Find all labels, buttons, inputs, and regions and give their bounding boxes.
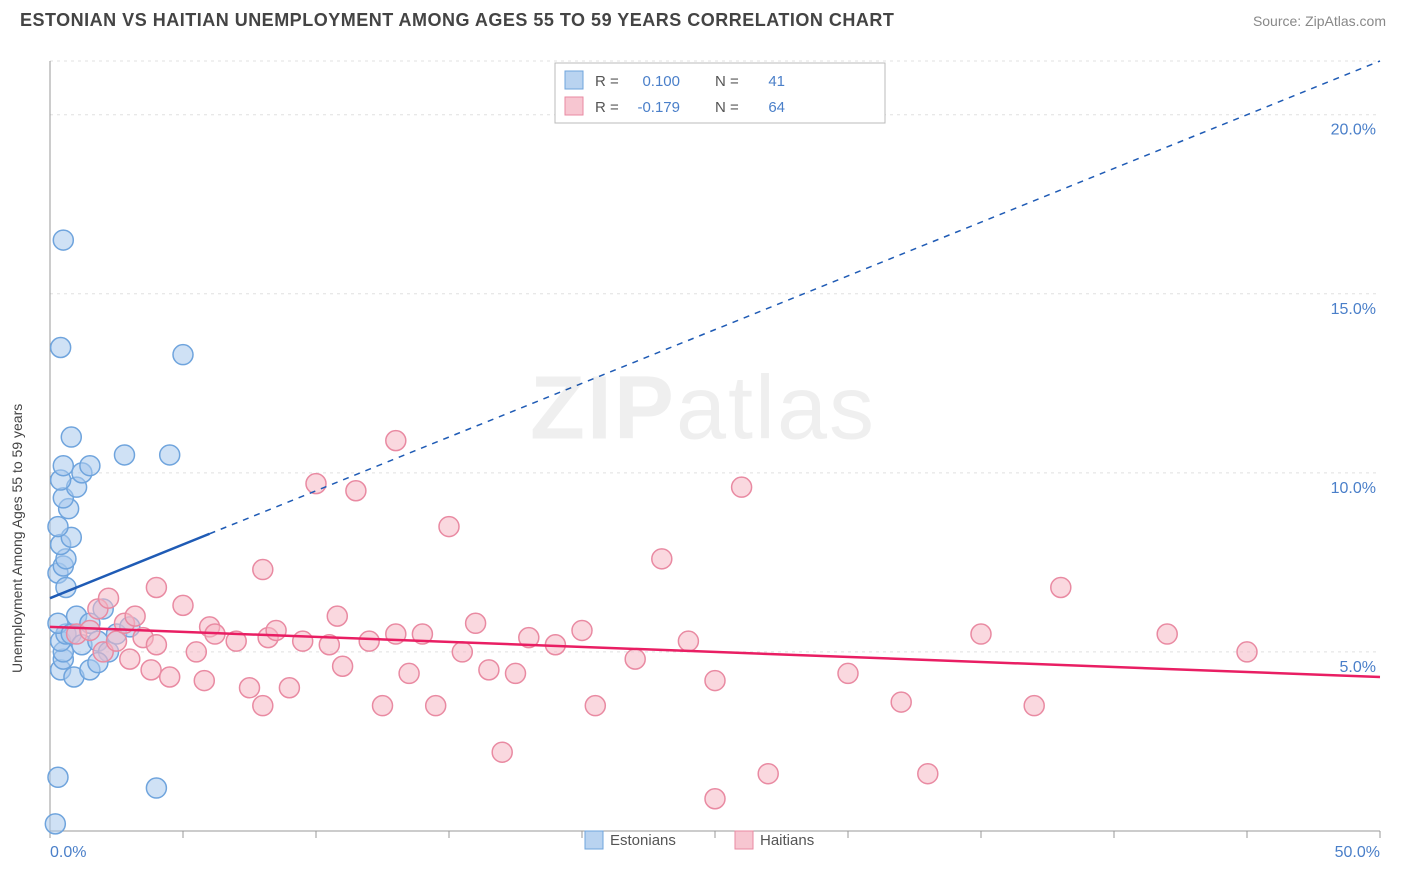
- svg-text:0.100: 0.100: [642, 73, 680, 90]
- svg-text:64: 64: [768, 99, 785, 116]
- svg-text:20.0%: 20.0%: [1331, 122, 1376, 139]
- source-attribution: Source: ZipAtlas.com: [1253, 13, 1386, 29]
- svg-text:41: 41: [768, 73, 785, 90]
- svg-text:Haitians: Haitians: [760, 832, 814, 849]
- scatter-chart: 0.0% 50.0% 5.0% 10.0% 15.0% 20.0% Unemployment…: [0, 31, 1406, 871]
- svg-text:R =: R =: [595, 73, 619, 90]
- chart-container: ZIPatlas 0.0%50.0%5.0%10.0%15.0%20.0%Une…: [0, 31, 1406, 871]
- svg-text:Unemployment Among Ages 55 to: Unemployment Among Ages 55 to 59 years: [9, 404, 25, 673]
- svg-text:0.0%: 0.0%: [50, 844, 86, 861]
- chart-title: ESTONIAN VS HAITIAN UNEMPLOYMENT AMONG A…: [20, 10, 894, 31]
- svg-text:R =: R =: [595, 99, 619, 116]
- svg-text:50.0%: 50.0%: [1335, 844, 1380, 861]
- svg-text:15.0%: 15.0%: [1331, 301, 1376, 318]
- svg-text:N =: N =: [715, 99, 739, 116]
- svg-text:N =: N =: [715, 73, 739, 90]
- svg-text:-0.179: -0.179: [637, 99, 680, 116]
- svg-text:Estonians: Estonians: [610, 832, 676, 849]
- svg-text:5.0%: 5.0%: [1340, 659, 1376, 676]
- svg-text:10.0%: 10.0%: [1331, 480, 1376, 497]
